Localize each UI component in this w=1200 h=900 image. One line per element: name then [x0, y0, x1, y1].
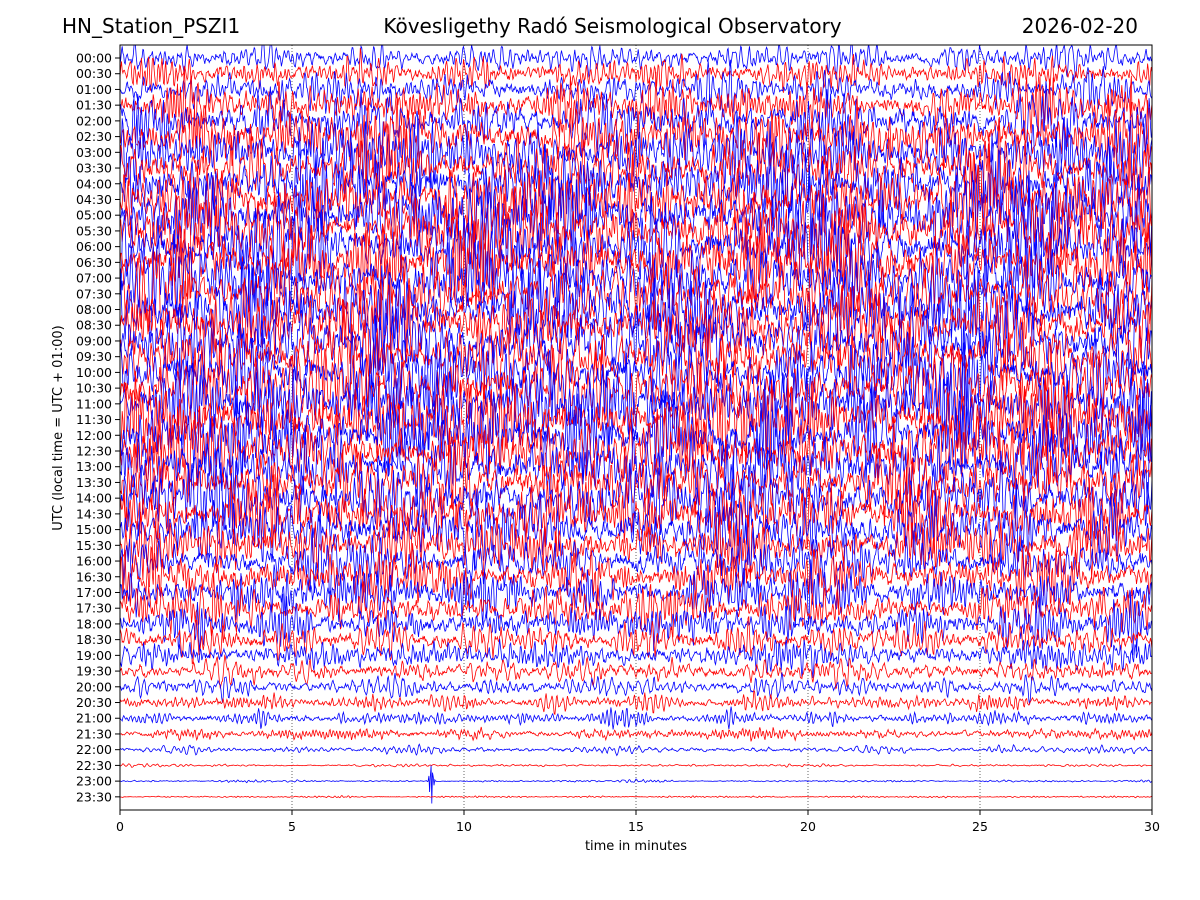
- x-axis-label: time in minutes: [585, 839, 687, 854]
- y-tick-label: 01:30: [76, 98, 112, 113]
- y-tick-label: 05:30: [76, 223, 112, 238]
- trace-1230: [120, 404, 1152, 507]
- x-tick-label: 25: [972, 819, 988, 834]
- y-tick-label: 07:00: [76, 271, 112, 286]
- y-tick-label: 02:30: [76, 129, 112, 144]
- trace-1200: [120, 375, 1152, 487]
- y-tick-label: 08:30: [76, 318, 112, 333]
- trace-2200: [120, 743, 1152, 757]
- trace-2300: [120, 765, 1152, 804]
- y-tick-label: 08:00: [76, 302, 112, 317]
- x-tick-label: 0: [116, 819, 124, 834]
- y-tick-label: 16:30: [76, 569, 112, 584]
- y-tick-label: 17:00: [76, 585, 112, 600]
- trace-1900: [120, 638, 1152, 679]
- y-tick-label: 21:00: [76, 711, 112, 726]
- y-tick-label: 18:30: [76, 632, 112, 647]
- y-tick-label: 04:00: [76, 176, 112, 191]
- trace-1030: [120, 337, 1152, 438]
- y-tick-label: 18:00: [76, 616, 112, 631]
- y-tick-label: 14:00: [76, 491, 112, 506]
- trace-1830: [120, 615, 1152, 665]
- y-tick-label: 20:30: [76, 695, 112, 710]
- trace-2030: [120, 689, 1152, 716]
- y-tick-label: 00:30: [76, 66, 112, 81]
- trace-1130: [120, 353, 1152, 475]
- y-tick-label: 22:30: [76, 758, 112, 773]
- y-tick-label: 06:30: [76, 255, 112, 270]
- trace-0400: [120, 121, 1152, 238]
- trace-0700: [120, 215, 1152, 343]
- y-tick-label: 01:00: [76, 82, 112, 97]
- y-tick-label: 15:30: [76, 538, 112, 553]
- trace-0430: [120, 136, 1152, 252]
- x-tick-label: 10: [456, 819, 472, 834]
- trace-2130: [120, 726, 1152, 742]
- y-tick-label: 12:00: [76, 428, 112, 443]
- trace-2330: [120, 794, 1152, 799]
- trace-0000: [120, 45, 1152, 80]
- trace-0900: [120, 282, 1152, 402]
- station-name: HN_Station_PSZI1: [62, 14, 241, 38]
- y-tick-label: 16:00: [76, 554, 112, 569]
- trace-0630: [120, 193, 1152, 325]
- x-axis: 0 5 10 15 20 25 30: [116, 810, 1160, 834]
- y-tick-label: 00:00: [76, 51, 112, 66]
- y-tick-label: 20:00: [76, 679, 112, 694]
- y-tick-label: 06:00: [76, 239, 112, 254]
- y-tick-label: 11:30: [76, 412, 112, 427]
- y-tick-label: 04:30: [76, 192, 112, 207]
- y-tick-label: 03:30: [76, 161, 112, 176]
- y-tick-label: 02:00: [76, 113, 112, 128]
- y-tick-label: 14:30: [76, 506, 112, 521]
- y-tick-label: 03:00: [76, 145, 112, 160]
- x-tick-label: 20: [800, 819, 816, 834]
- x-tick-label: 5: [288, 819, 296, 834]
- trace-0100: [120, 59, 1152, 118]
- x-tick-label: 30: [1144, 819, 1160, 834]
- trace-0830: [120, 276, 1152, 387]
- trace-0300: [120, 111, 1152, 194]
- trace-1400: [120, 450, 1152, 545]
- trace-0130: [120, 65, 1152, 145]
- trace-1930: [120, 654, 1152, 690]
- y-tick-label: 11:00: [76, 396, 112, 411]
- x-tick-label: 15: [628, 819, 644, 834]
- traces: [120, 45, 1152, 804]
- trace-2100: [120, 706, 1152, 730]
- y-tick-label: 19:30: [76, 664, 112, 679]
- trace-0330: [120, 116, 1152, 219]
- trace-1600: [120, 505, 1152, 610]
- chart-date: 2026-02-20: [1021, 14, 1138, 38]
- y-tick-label: 17:30: [76, 601, 112, 616]
- y-tick-label: 23:00: [76, 774, 112, 789]
- trace-1800: [120, 590, 1152, 656]
- y-tick-label: 21:30: [76, 726, 112, 741]
- y-tick-label: 13:30: [76, 475, 112, 490]
- trace-1630: [120, 543, 1152, 613]
- y-tick-label: 07:30: [76, 286, 112, 301]
- y-tick-label: 12:30: [76, 444, 112, 459]
- y-tick-label: 10:30: [76, 381, 112, 396]
- y-tick-label: 13:00: [76, 459, 112, 474]
- y-tick-label: 15:00: [76, 522, 112, 537]
- trace-0030: [120, 48, 1152, 93]
- y-tick-label: 05:00: [76, 208, 112, 223]
- y-axis: 00:0000:3001:0001:3002:0002:3003:0003:30…: [76, 51, 120, 804]
- y-axis-label: UTC (local time = UTC + 01:00): [51, 325, 66, 530]
- y-tick-label: 23:30: [76, 789, 112, 804]
- trace-1700: [120, 559, 1152, 627]
- trace-2000: [120, 672, 1152, 705]
- y-tick-label: 09:30: [76, 349, 112, 364]
- y-tick-label: 19:00: [76, 648, 112, 663]
- trace-0200: [120, 81, 1152, 165]
- trace-1530: [120, 511, 1152, 584]
- y-tick-label: 10:00: [76, 365, 112, 380]
- y-tick-label: 09:00: [76, 333, 112, 348]
- chart-title: Kövesligethy Radó Seismological Observat…: [383, 14, 842, 38]
- trace-2230: [120, 763, 1152, 768]
- y-tick-label: 22:00: [76, 742, 112, 757]
